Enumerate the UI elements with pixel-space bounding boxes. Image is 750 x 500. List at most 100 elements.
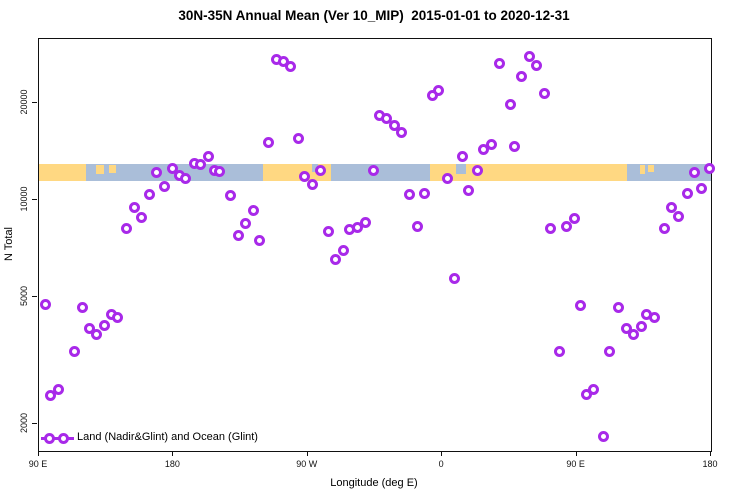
- y-tick: [32, 423, 37, 425]
- data-point: [262, 137, 274, 148]
- data-point: [531, 60, 543, 72]
- data-point: [419, 187, 431, 199]
- x-axis-label: Longitude (deg E): [330, 477, 418, 489]
- ocean-notch: [456, 164, 467, 175]
- data-point: [486, 138, 498, 150]
- data-point: [329, 253, 341, 265]
- data-point: [39, 298, 51, 310]
- data-point: [598, 430, 610, 442]
- data-point: [232, 230, 244, 242]
- data-point: [463, 185, 475, 197]
- data-point: [569, 213, 581, 225]
- y-tick: [32, 102, 37, 104]
- data-point: [292, 133, 304, 145]
- data-point: [539, 87, 551, 99]
- data-point: [344, 224, 355, 236]
- y-tick-label: 2000: [19, 413, 29, 434]
- island-speck: [640, 165, 645, 174]
- data-point: [457, 150, 469, 162]
- data-point: [52, 383, 64, 395]
- data-point: [194, 159, 206, 170]
- data-point: [315, 164, 326, 176]
- data-point: [554, 346, 566, 358]
- data-point: [442, 172, 454, 184]
- plot-area: Land (Nadir&Glint) and Ocean (Glint): [38, 38, 715, 452]
- data-point: [524, 50, 536, 62]
- x-tick: [441, 451, 443, 456]
- x-tick: [306, 451, 308, 456]
- data-point: [681, 187, 693, 199]
- x-tick-label: 90 W: [296, 459, 318, 469]
- data-point: [703, 163, 715, 175]
- data-point: [98, 319, 110, 331]
- x-tick-label: 180: [164, 459, 180, 469]
- data-point: [621, 322, 633, 334]
- data-point: [449, 273, 461, 285]
- data-point: [68, 346, 80, 358]
- data-point: [545, 223, 557, 234]
- data-point: [150, 166, 162, 178]
- y-tick-label: 20000: [19, 89, 29, 115]
- data-point: [213, 165, 225, 177]
- data-point: [224, 190, 236, 202]
- data-point: [688, 166, 700, 178]
- data-point: [494, 57, 506, 69]
- data-point: [368, 164, 379, 176]
- y-tick-label: 10000: [19, 186, 29, 212]
- data-point: [613, 301, 625, 313]
- data-point: [673, 210, 685, 222]
- island-speck: [95, 165, 104, 175]
- data-point: [695, 182, 707, 194]
- x-tick-label: 90 E: [566, 459, 585, 469]
- data-point: [166, 163, 178, 175]
- data-point: [404, 189, 415, 200]
- island-speck: [109, 165, 116, 173]
- data-point: [239, 217, 251, 229]
- data-point: [179, 172, 191, 184]
- data-point: [306, 178, 318, 190]
- data-point: [338, 244, 349, 256]
- data-point: [649, 311, 661, 323]
- data-point: [472, 164, 484, 176]
- data-point: [322, 225, 334, 237]
- data-point: [83, 323, 95, 335]
- data-point: [284, 61, 296, 73]
- x-tick-label: 180: [702, 459, 718, 469]
- x-tick: [710, 451, 711, 456]
- x-tick-label: 0: [438, 459, 444, 469]
- data-point: [90, 329, 102, 341]
- y-tick: [32, 295, 37, 297]
- data-point: [635, 320, 647, 332]
- legend-label: Land (Nadir&Glint) and Ocean (Glint): [77, 431, 258, 443]
- data-point: [581, 388, 593, 400]
- data-point: [158, 181, 170, 193]
- data-point: [389, 119, 401, 131]
- data-point: [143, 189, 155, 200]
- data-point: [44, 390, 56, 401]
- data-point: [76, 301, 88, 313]
- data-point: [359, 216, 371, 228]
- data-point: [561, 220, 573, 232]
- data-point: [381, 112, 392, 124]
- x-tick: [575, 451, 577, 456]
- data-point: [628, 329, 640, 341]
- data-point: [135, 211, 147, 223]
- data-point: [427, 90, 439, 102]
- x-tick: [38, 451, 39, 456]
- legend-point-marker: [57, 432, 69, 444]
- data-point: [253, 234, 265, 246]
- x-tick: [172, 451, 174, 456]
- legend-point-marker: [43, 432, 55, 444]
- data-point: [247, 204, 259, 216]
- y-tick: [32, 199, 37, 200]
- data-point: [604, 346, 616, 358]
- island-speck: [647, 165, 654, 172]
- legend-line-sample: [41, 437, 74, 440]
- data-point: [575, 299, 587, 311]
- y-axis-label: N Total: [3, 226, 15, 262]
- data-point: [111, 311, 123, 323]
- data-point: [478, 143, 490, 155]
- legend: Land (Nadir&Glint) and Ocean (Glint): [39, 39, 711, 451]
- land-segment: [39, 164, 87, 181]
